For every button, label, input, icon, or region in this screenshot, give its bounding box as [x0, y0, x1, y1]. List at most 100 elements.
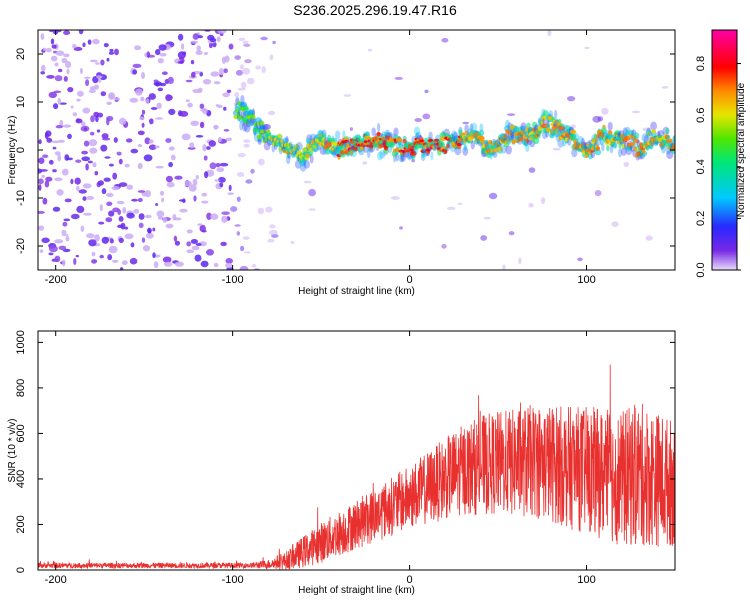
spectrogram-cell: [665, 128, 669, 135]
spectrogram-cell: [200, 260, 209, 268]
spectrogram-cell: [40, 71, 45, 75]
spectrogram-cell: [260, 121, 265, 126]
spectrogram-cell: [82, 42, 86, 48]
spectrogram-cell: [75, 118, 83, 124]
spectrogram-cell: [295, 143, 299, 149]
spectrogram-cell: [213, 81, 221, 85]
spectrogram-cell: [257, 207, 265, 215]
spectrogram-cell: [601, 128, 607, 135]
spectrogram-cell: [38, 157, 45, 164]
spectrogram-cell: [95, 115, 99, 123]
spectrogram-cell: [170, 154, 176, 161]
spectrogram-cell: [141, 237, 146, 243]
spectrogram-cell: [218, 68, 224, 76]
colorbar-segment: [712, 186, 737, 189]
spectrogram-cell: [116, 200, 125, 205]
spectrogram-cell: [513, 125, 520, 133]
colorbar-segment: [712, 230, 737, 233]
spectrogram-cell: [328, 142, 332, 147]
spectrogram-cell: [165, 223, 174, 229]
colorbar-frame: [711, 29, 738, 271]
spectrogram-cell: [164, 261, 173, 267]
spectrogram-cell: [173, 235, 178, 242]
spectrogram-cell: [89, 59, 98, 63]
colorbar-segment: [712, 48, 737, 51]
colorbar-segment: [712, 30, 737, 33]
spectrogram-cell: [360, 145, 365, 151]
spectrogram-cell: [251, 114, 256, 120]
spectrogram-cell: [174, 240, 180, 246]
spectrogram-cell: [78, 30, 84, 35]
spectrogram-cell: [251, 263, 257, 268]
spectrogram-cell: [398, 143, 404, 151]
spectrogram-cell: [209, 162, 217, 170]
spectrogram-cell: [217, 30, 227, 34]
spectrogram-cell: [177, 61, 184, 64]
spectrogram-cell: [132, 69, 138, 75]
spectrogram-cell: [155, 117, 164, 120]
spectrogram-cell: [199, 103, 205, 109]
x-tick-label: -100: [222, 274, 244, 286]
spectrogram-cell: [277, 133, 282, 139]
spectrogram-cell: [116, 151, 122, 156]
spectrogram-cell: [119, 266, 124, 270]
spectrogram-cell: [259, 129, 267, 134]
spectrogram-peak: [410, 150, 416, 154]
spectrogram-cell: [302, 147, 309, 152]
y-tick-label: 800: [15, 379, 27, 397]
spectrogram-cell: [669, 138, 673, 143]
spectrogram-cell: [218, 176, 226, 183]
spectrogram-cell: [70, 105, 74, 109]
spectrogram-cell: [57, 154, 62, 162]
colorbar-segment: [712, 246, 737, 249]
y-axis-label: Frequency (Hz): [7, 116, 18, 185]
spectrogram-cell: [172, 214, 177, 221]
spectrogram-cell: [190, 120, 199, 127]
spectrogram-cell: [470, 122, 478, 132]
colorbar-segment: [712, 154, 737, 157]
colorbar-segment: [712, 70, 737, 73]
spectrogram-cell: [86, 233, 95, 239]
spectrogram-cell: [463, 144, 467, 151]
spectrogram-cell: [601, 107, 609, 115]
spectrogram-cell: [290, 241, 295, 244]
spectrogram-cell: [94, 171, 99, 176]
colorbar-segment: [712, 52, 737, 55]
spectrogram-cell: [165, 94, 172, 102]
spectrogram-cell: [540, 120, 544, 125]
spectrogram-cell: [502, 134, 508, 139]
spectrogram-cell: [130, 242, 135, 248]
y-tick-label: 600: [15, 424, 27, 442]
colorbar-segment: [712, 254, 737, 257]
spectrogram-cell: [641, 133, 649, 143]
spectrogram-cell: [226, 89, 232, 94]
spectrogram-cell: [441, 243, 447, 249]
spectrogram-cell: [185, 99, 190, 103]
spectrogram-cell: [623, 161, 630, 168]
spectrogram-cell: [191, 245, 200, 251]
spectrogram-cell: [602, 124, 606, 130]
spectrogram-cell: [174, 261, 184, 267]
spectrogram-cell: [218, 136, 222, 143]
colorbar-segment: [712, 96, 737, 99]
colorbar-segment: [712, 116, 737, 119]
spectrogram-cell: [166, 181, 175, 188]
spectrogram-cell: [594, 137, 602, 146]
spectrogram-cell: [162, 256, 172, 263]
colorbar-segment: [712, 250, 737, 253]
spectrogram-cell: [225, 262, 233, 269]
colorbar-segment: [712, 268, 737, 271]
spectrogram-cell: [98, 77, 102, 83]
spectrogram-cell: [584, 46, 590, 50]
colorbar-segment: [712, 218, 737, 221]
colorbar-segment: [712, 242, 737, 245]
colorbar-segment: [712, 182, 737, 185]
spectrogram-cell: [227, 192, 234, 195]
spectrogram-cell: [507, 135, 513, 142]
spectrogram-cell: [672, 143, 675, 149]
spectrogram-cell: [80, 225, 85, 232]
spectrogram-cell: [159, 52, 167, 57]
x-tick-label: -200: [45, 274, 67, 286]
spectrogram-cell: [221, 211, 230, 215]
spectrogram-cell: [137, 197, 143, 203]
